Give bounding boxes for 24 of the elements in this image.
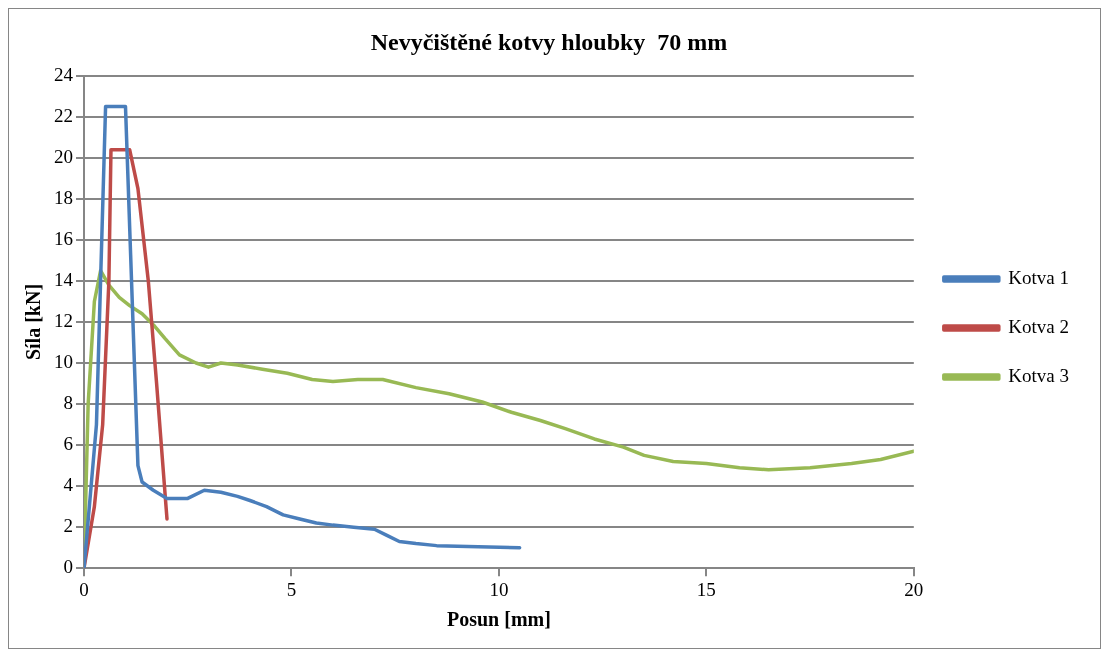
chart-title: Nevyčištěné kotvy hloubky 70 mm	[370, 28, 728, 55]
y-tick-label: 8	[63, 392, 73, 414]
x-tick-label: 0	[79, 578, 89, 600]
y-tick-label: 22	[54, 104, 73, 126]
x-tick-label: 5	[286, 578, 297, 600]
y-tick-label: 2	[63, 515, 73, 537]
y-tick-label: 12	[54, 309, 73, 331]
y-tick-label: 16	[54, 227, 73, 249]
y-tick-label: 6	[63, 433, 73, 455]
legend-label: Kotva 3	[1008, 364, 1069, 386]
legend-label: Kotva 1	[1008, 266, 1069, 288]
legend-label: Kotva 2	[1008, 315, 1069, 337]
y-tick-label: 4	[63, 474, 74, 496]
y-tick-label: 14	[54, 268, 74, 290]
x-axis-title: Posun [mm]	[446, 608, 551, 631]
x-tick-label: 10	[489, 578, 509, 600]
y-axis-title: Síla [kN]	[22, 283, 45, 361]
y-tick-label: 20	[54, 145, 73, 167]
x-tick-label: 15	[696, 578, 716, 600]
y-tick-label: 10	[54, 351, 73, 373]
y-tick-label: 18	[54, 186, 73, 208]
x-tick-label: 20	[904, 578, 924, 600]
y-tick-label: 0	[63, 556, 73, 578]
y-tick-label: 24	[54, 63, 74, 85]
